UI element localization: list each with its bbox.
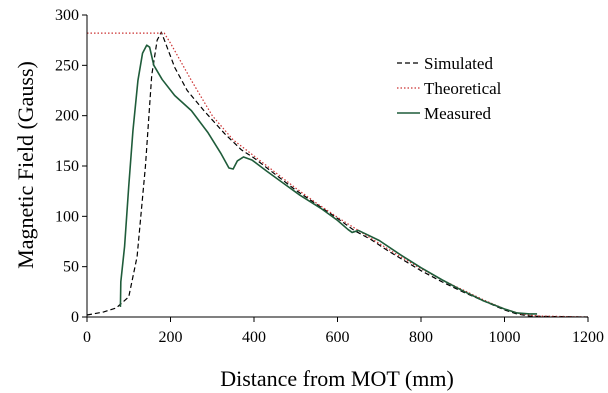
legend-label-simulated: Simulated [424, 54, 493, 73]
x-tick-label-0: 0 [83, 329, 91, 346]
y-tick-label-250: 250 [55, 57, 79, 74]
y-tick-label-150: 150 [55, 158, 79, 175]
series-line-theoretical [87, 32, 589, 318]
x-tick-label-200: 200 [159, 329, 183, 346]
x-tick-label-800: 800 [409, 329, 433, 346]
axes-group: 0 200 400 600 800 1000 1200 0 50 100 150 200 250 300 [55, 7, 604, 346]
series-line-simulated [86, 31, 589, 318]
x-tick-label-1000: 1000 [489, 329, 521, 346]
x-axis-title: Distance from MOT (mm) [220, 366, 454, 391]
x-tick-label-600: 600 [326, 329, 350, 346]
legend-label-theoretical: Theoretical [424, 79, 502, 98]
y-axis-title: Magnetic Field (Gauss) [13, 61, 38, 269]
series-line-measured [119, 44, 538, 315]
x-tick-label-400: 400 [242, 329, 266, 346]
y-tick-label-200: 200 [55, 108, 79, 125]
y-tick-label-300: 300 [55, 7, 79, 24]
legend-label-measured: Measured [424, 104, 492, 123]
series-group [86, 31, 589, 318]
y-tick-label-0: 0 [71, 309, 79, 326]
x-tick-label-1200: 1200 [572, 329, 604, 346]
y-tick-label-100: 100 [55, 208, 79, 225]
legend: Simulated Theoretical Measured [397, 54, 502, 123]
y-tick-label-50: 50 [63, 259, 79, 276]
